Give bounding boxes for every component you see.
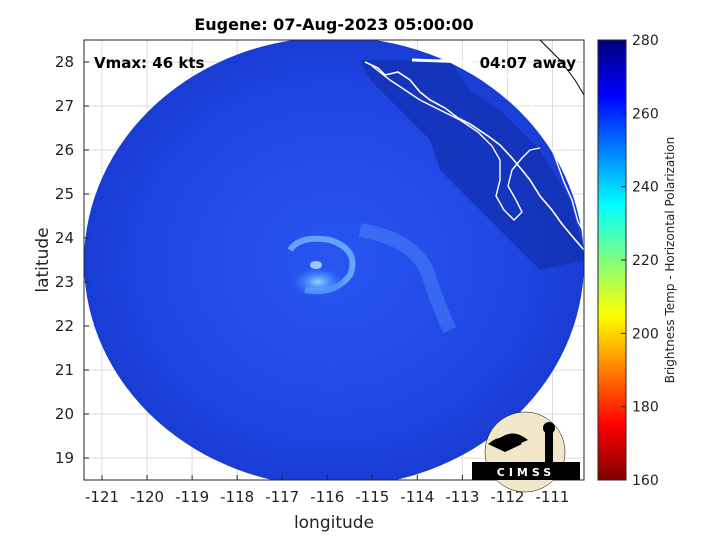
y-tick-label: 21 <box>55 361 74 379</box>
y-axis-label: latitude <box>33 227 53 292</box>
land-region <box>360 60 584 270</box>
y-tick-label: 27 <box>55 97 74 115</box>
cimss-logo-tower-top <box>543 422 555 434</box>
colorbar-tick-label: 180 <box>632 400 659 416</box>
colorbar-tick-label: 200 <box>632 326 659 342</box>
x-tick-label: -113 <box>445 488 479 506</box>
y-tick-label: 23 <box>55 273 74 291</box>
colorbar-tick-label: 220 <box>632 253 659 269</box>
coastline-mainland <box>439 59 584 233</box>
border-line <box>411 58 471 64</box>
cimss-logo: CIMSS <box>472 411 580 493</box>
cimss-logo-building <box>472 462 580 480</box>
x-tick-label: -114 <box>400 488 434 506</box>
vmax-annotation: Vmax: 46 kts <box>94 54 204 72</box>
y-tick-label: 24 <box>55 229 74 247</box>
y-tick-label: 28 <box>55 53 74 71</box>
y-tick-label: 20 <box>55 405 74 423</box>
y-axis-ticks: 19 20 21 22 23 24 25 26 27 28 <box>55 53 89 467</box>
rain-band <box>358 223 457 334</box>
storm-eye <box>310 261 322 269</box>
coastline-baja <box>371 65 541 221</box>
cimss-logo-text: CIMSS <box>497 466 555 479</box>
colorbar-ticks: 160 180 200 220 240 260 280 <box>621 33 659 489</box>
brightness-temp-field <box>84 40 584 480</box>
cimss-logo-tower <box>545 430 553 462</box>
x-tick-label: -120 <box>130 488 164 506</box>
storm-eye-glow <box>290 266 346 298</box>
y-tick-label: 25 <box>55 185 74 203</box>
x-tick-label: -111 <box>535 488 569 506</box>
plot-frame <box>83 39 585 481</box>
colorbar-label: Brightness Temp - Horizontal Polarizatio… <box>663 137 677 384</box>
x-tick-label: -121 <box>85 488 119 506</box>
coastline-upper <box>364 61 584 251</box>
x-tick-label: -118 <box>220 488 254 506</box>
colorbar-tick-label: 260 <box>632 106 659 122</box>
x-tick-label: -116 <box>310 488 344 506</box>
x-tick-label: -119 <box>175 488 209 506</box>
colorbar: 160 180 200 220 240 260 280 Brightness Temp - … <box>597 33 677 489</box>
colorbar-tick-label: 280 <box>632 33 659 49</box>
y-tick-label: 26 <box>55 141 74 159</box>
time-away-annotation: 04:07 away <box>480 54 577 72</box>
colorbar-tick-label: 160 <box>632 473 659 489</box>
x-axis-ticks: -121 -120 -119 -118 -117 -116 -115 -114 -113 -112… <box>85 475 569 506</box>
cimss-logo-dish-2 <box>500 433 528 446</box>
coastline-black-outline <box>539 40 584 96</box>
y-tick-label: 19 <box>55 449 74 467</box>
y-tick-label: 22 <box>55 317 74 335</box>
x-tick-label: -117 <box>265 488 299 506</box>
x-axis-label: longitude <box>294 513 374 533</box>
chart-title: Eugene: 07-Aug-2023 05:00:00 <box>194 15 473 34</box>
x-tick-label: -112 <box>490 488 524 506</box>
x-tick-label: -115 <box>355 488 389 506</box>
colorbar-tick-label: 240 <box>632 180 659 196</box>
